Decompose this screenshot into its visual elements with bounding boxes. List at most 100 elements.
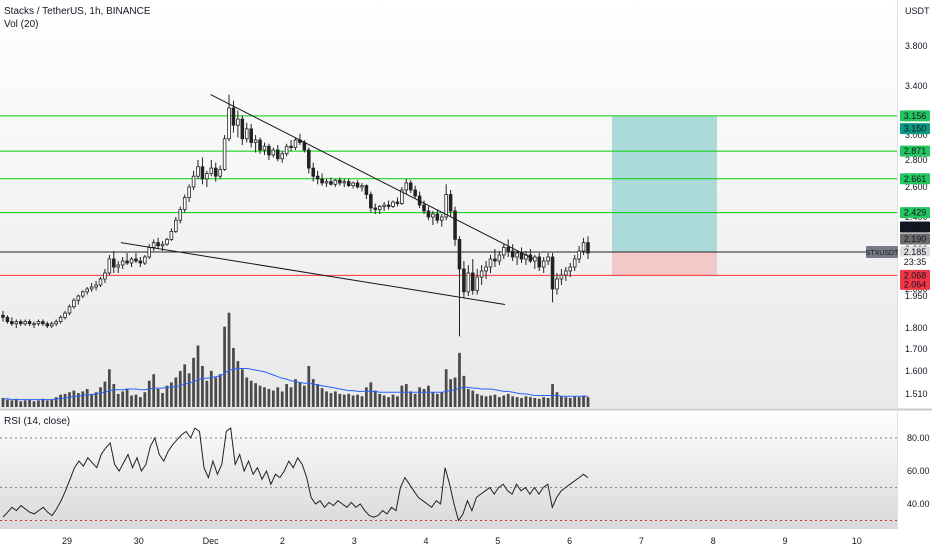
candle-body xyxy=(515,252,519,258)
level-tag-bg xyxy=(900,269,930,281)
price-tick-label: 1.800 xyxy=(905,323,928,333)
candle-body xyxy=(200,166,205,180)
candle-body xyxy=(360,185,364,188)
candle-body xyxy=(54,321,58,325)
candle-body xyxy=(400,189,404,204)
volume-bar xyxy=(413,393,417,407)
candle-body xyxy=(98,278,103,286)
candle-body xyxy=(555,278,559,290)
volume-bars xyxy=(1,312,590,407)
volume-bar xyxy=(72,390,76,407)
volume-bar xyxy=(94,392,98,407)
volume-bar xyxy=(427,385,430,407)
candle-body xyxy=(364,185,369,195)
volume-bar xyxy=(378,393,382,407)
volume-bar xyxy=(400,385,404,407)
candle-body xyxy=(475,276,479,291)
time-tick-label: 8 xyxy=(711,536,716,546)
volume-bar xyxy=(555,392,559,407)
volume-bar xyxy=(302,385,306,407)
candle-body xyxy=(572,258,577,268)
volume-indicator-label[interactable]: Vol (20) xyxy=(4,19,39,30)
volume-bar xyxy=(232,347,235,407)
symbol-tag-bg xyxy=(866,246,898,258)
rsi-indicator-label[interactable]: RSI (14, close) xyxy=(4,416,71,427)
volume-bar xyxy=(462,375,466,407)
rsi-axis[interactable]: 80.00 60.00 40.00 xyxy=(907,433,930,509)
volume-bar xyxy=(90,393,94,407)
candle-body xyxy=(10,321,14,325)
candle-body xyxy=(182,197,187,210)
time-axis[interactable]: 29 30 Dec 2 3 4 5 6 7 8 9 10 xyxy=(62,536,862,546)
volume-bar xyxy=(586,397,590,407)
candle-body xyxy=(462,268,466,293)
candle-body xyxy=(346,181,351,187)
candle-body xyxy=(408,182,413,191)
volume-bar xyxy=(276,387,280,407)
time-axis-background[interactable] xyxy=(0,530,932,550)
volume-bar xyxy=(50,399,54,407)
volume-bar xyxy=(515,397,519,407)
volume-bar xyxy=(577,397,581,407)
volume-bar xyxy=(271,390,275,407)
time-tick-label: 29 xyxy=(62,536,72,546)
candle-body xyxy=(32,323,36,326)
rsi-tick-label: 40.00 xyxy=(907,499,930,509)
time-tick-label: 9 xyxy=(782,536,787,546)
candle-body xyxy=(302,142,307,151)
volume-bar xyxy=(449,379,452,407)
volume-bar xyxy=(311,379,315,407)
volume-bar xyxy=(183,364,187,407)
volume-bar xyxy=(440,392,444,407)
candle-body xyxy=(191,175,196,188)
trendlines[interactable] xyxy=(120,94,534,306)
candle-body xyxy=(284,145,289,155)
candle-body xyxy=(240,118,245,140)
level-tag-bg xyxy=(900,207,930,219)
volume-bar xyxy=(205,380,209,407)
time-tick-label: 30 xyxy=(134,536,144,546)
candle-body xyxy=(338,179,342,184)
volume-bar xyxy=(529,397,532,407)
volume-bar xyxy=(493,394,497,407)
volume-bar xyxy=(201,366,204,407)
rsi-line xyxy=(2,427,589,522)
horizontal-levels[interactable] xyxy=(0,115,897,276)
symbol-title[interactable]: Stacks / TetherUS, 1h, BINANCE xyxy=(4,6,151,17)
price-tag-bg xyxy=(900,278,930,290)
volume-bar xyxy=(280,391,284,407)
long-position-tool[interactable] xyxy=(612,116,717,276)
candle-body xyxy=(218,169,222,177)
volume-bar xyxy=(54,397,58,407)
candle-body xyxy=(395,201,400,204)
candle-body xyxy=(138,260,143,264)
time-tick-label: 4 xyxy=(423,536,428,546)
volume-bar xyxy=(32,401,36,407)
candle-body xyxy=(236,118,240,126)
candle-body xyxy=(355,182,360,188)
candle-body xyxy=(577,250,581,260)
volume-bar xyxy=(560,396,563,407)
candle-body xyxy=(156,242,160,247)
candle-body xyxy=(435,213,440,221)
candle-body xyxy=(324,181,329,184)
volume-bar xyxy=(76,393,80,407)
price-tag-label: 23:35 xyxy=(904,257,927,267)
candle-body xyxy=(36,321,41,325)
candle-body xyxy=(377,206,382,210)
candle-body xyxy=(488,258,493,268)
level-tag-label: 2.661 xyxy=(904,174,927,184)
volume-bar xyxy=(19,401,23,407)
volume-bar xyxy=(431,392,435,407)
candle-body xyxy=(293,139,298,148)
candlesticks xyxy=(1,94,590,337)
volume-bar xyxy=(573,396,577,407)
volume-bar xyxy=(320,388,324,407)
volume-bar xyxy=(356,394,359,407)
candle-body xyxy=(244,128,249,140)
candle-body xyxy=(222,138,227,170)
candle-body xyxy=(58,316,63,323)
candle-body xyxy=(342,181,347,184)
candle-body xyxy=(125,260,129,264)
